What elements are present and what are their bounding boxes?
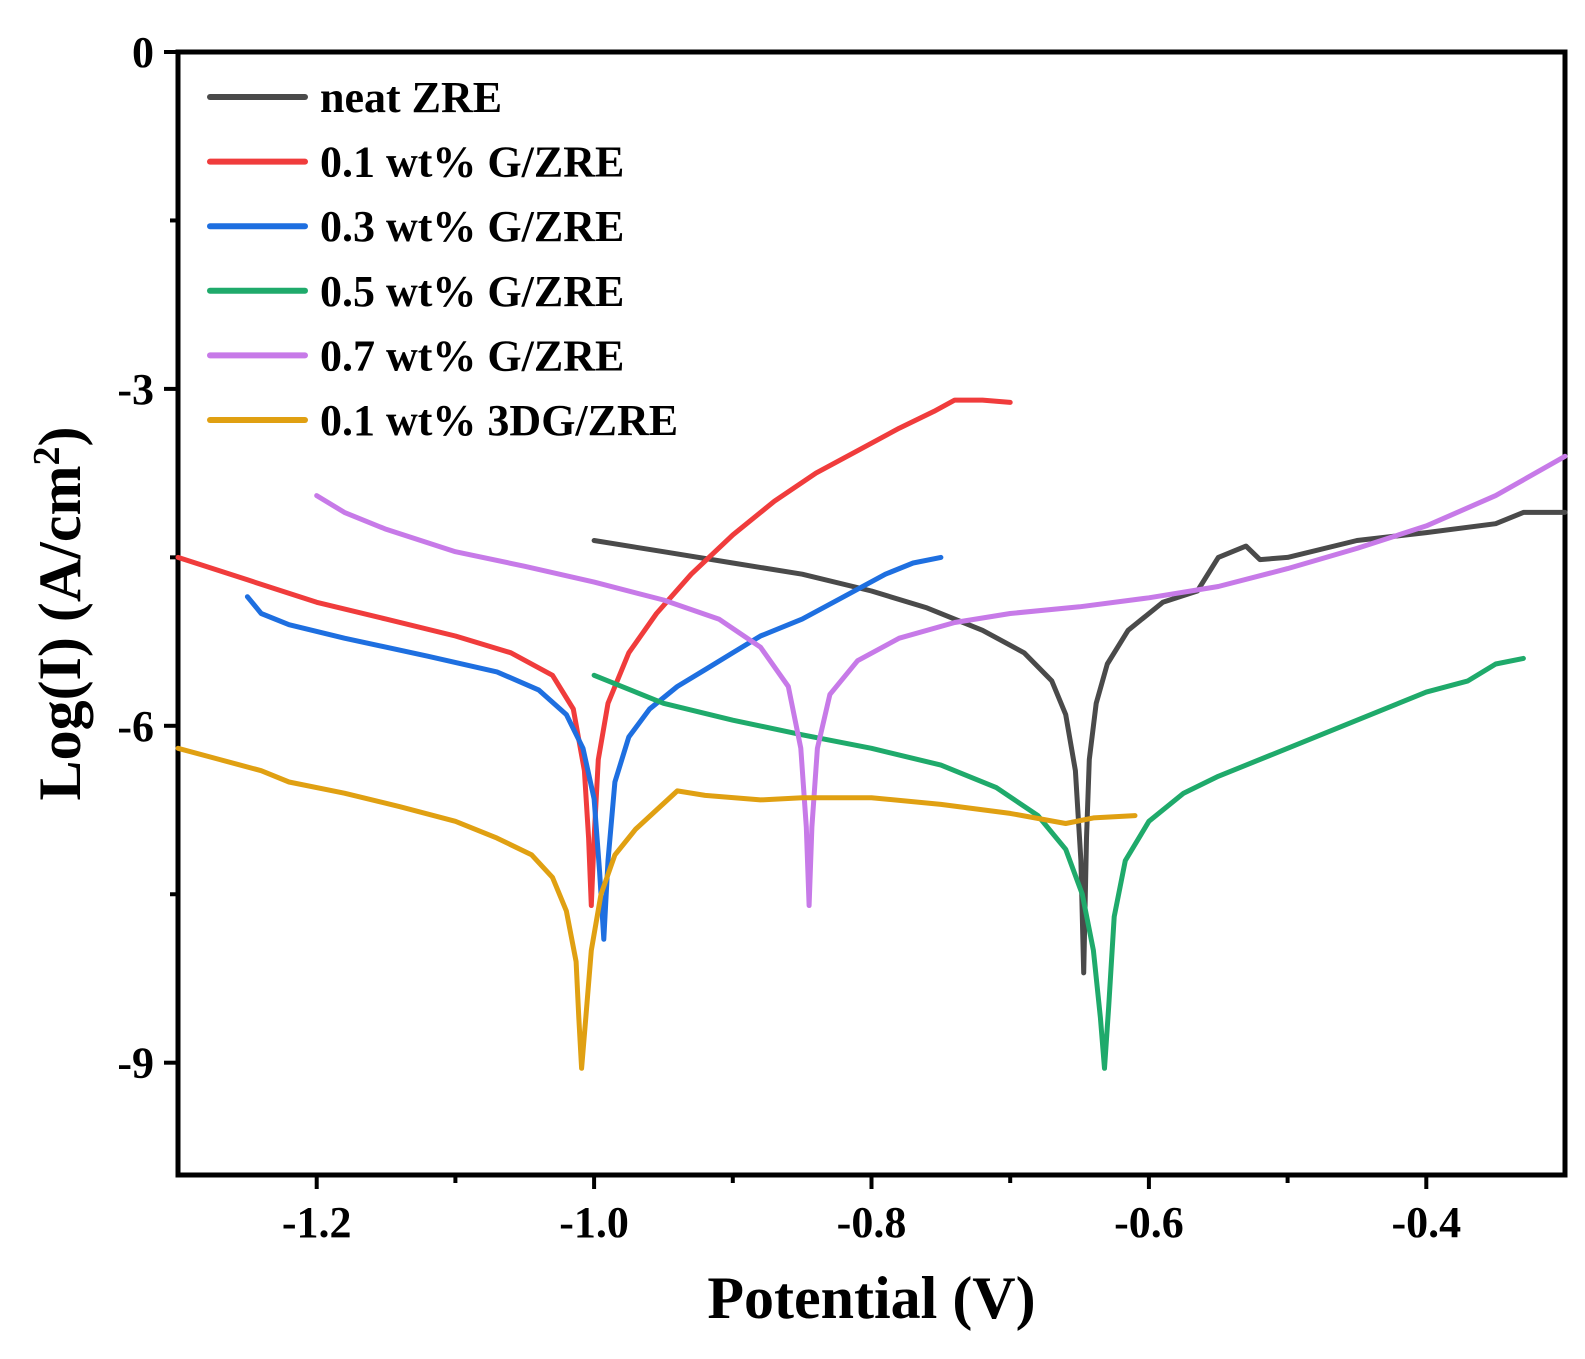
- y-tick-label: -3: [117, 365, 154, 414]
- y-axis-title-close: ): [27, 427, 93, 447]
- series-line-6: [175, 745, 1138, 1071]
- legend-label: 0.1 wt% G/ZRE: [320, 138, 624, 187]
- legend-label: neat ZRE: [320, 73, 502, 122]
- series-line-5: [314, 453, 1568, 908]
- legend-label: 0.5 wt% G/ZRE: [320, 267, 624, 316]
- y-tick-label: -9: [117, 1039, 154, 1088]
- x-axis: -1.2 -1.0 -0.8 -0.6 -0.4: [282, 1175, 1461, 1247]
- y-tick-label: -6: [117, 702, 154, 751]
- series-line-2: [175, 397, 1013, 908]
- x-tick-label: -1.2: [282, 1198, 352, 1247]
- series-line-1: [591, 509, 1568, 976]
- legend-label: 0.1 wt% 3DG/ZRE: [320, 396, 678, 445]
- x-tick-label: -0.4: [1391, 1198, 1461, 1247]
- x-axis-title: Potential (V): [707, 1265, 1035, 1331]
- y-axis: 0 -3 -6 -9: [117, 28, 178, 1088]
- y-axis-title-main: Log(I) (A/cm: [27, 466, 93, 801]
- x-tick-label: -1.0: [559, 1198, 629, 1247]
- legend-label: 0.7 wt% G/ZRE: [320, 331, 624, 380]
- y-tick-label: 0: [132, 28, 154, 77]
- x-tick-label: -0.8: [837, 1198, 907, 1247]
- series-line-4: [591, 655, 1526, 1071]
- series-group: [175, 397, 1568, 1071]
- y-axis-title-sup: 2: [26, 447, 68, 466]
- x-tick-label: -0.6: [1114, 1198, 1184, 1247]
- legend: neat ZRE 0.1 wt% G/ZRE 0.3 wt% G/ZRE 0.5 wt…: [207, 73, 678, 445]
- legend-label: 0.3 wt% G/ZRE: [320, 202, 624, 251]
- series-line-3: [244, 554, 944, 942]
- y-axis-title: Log(I) (A/cm2): [26, 427, 93, 801]
